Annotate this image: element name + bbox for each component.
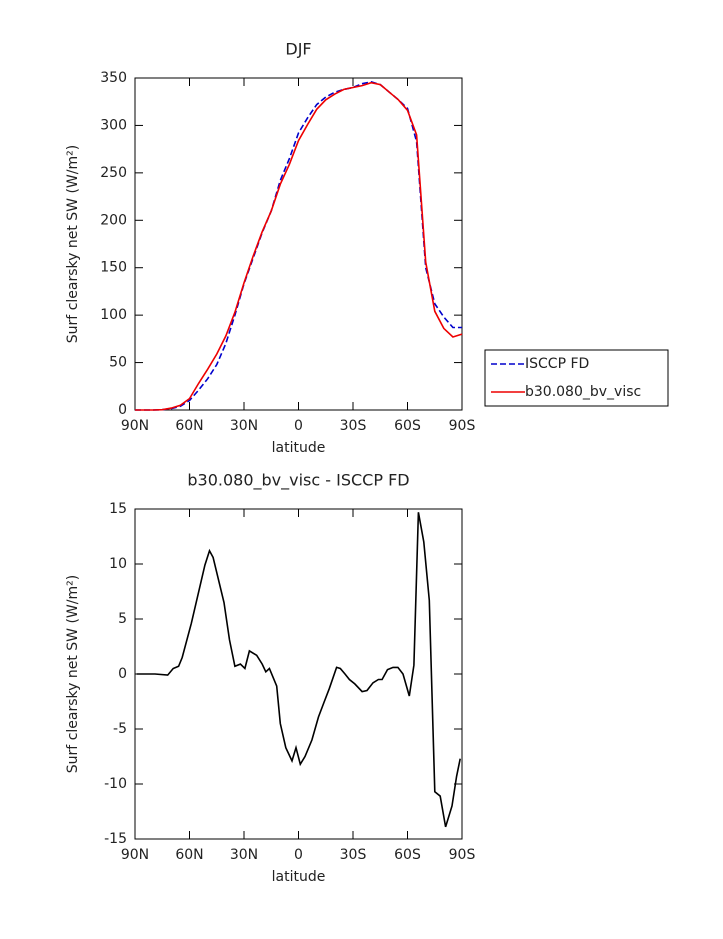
x-axis-label: latitude (272, 440, 326, 456)
data-line (135, 80, 462, 411)
x-tick-label: 90N (121, 847, 149, 863)
y-tick-label: 0 (118, 402, 127, 418)
y-axis-label: Surf clearsky net SW (W/m²) (65, 575, 81, 773)
y-tick-label: 350 (100, 70, 127, 86)
plot-frame (134, 77, 463, 411)
y-tick-label: 250 (100, 165, 127, 181)
x-tick-label: 30N (230, 418, 258, 434)
y-tick-label: 10 (109, 556, 127, 572)
x-tick-label: 60N (175, 418, 203, 434)
x-tick-label: 0 (294, 847, 303, 863)
y-tick-label: 0 (118, 666, 127, 682)
y-tick-label: 15 (109, 501, 127, 517)
x-tick-label: 60S (394, 418, 421, 434)
y-tick-label: 100 (100, 307, 127, 323)
legend-label: ISCCP FD (525, 356, 589, 372)
x-tick-label: 30S (340, 418, 367, 434)
x-axis-label: latitude (272, 869, 326, 885)
plot-frame (134, 508, 463, 840)
legend-box (484, 349, 669, 407)
data-line (135, 81, 463, 411)
y-tick-label: 5 (118, 611, 127, 627)
x-tick-label: 0 (294, 418, 303, 434)
x-tick-label: 30S (340, 847, 367, 863)
x-tick-label: 30N (230, 847, 258, 863)
y-tick-label: 200 (100, 212, 127, 228)
y-tick-label: 300 (100, 117, 127, 133)
y-tick-label: -5 (113, 721, 127, 737)
y-tick-label: -15 (104, 831, 127, 847)
chart-title: DJF (285, 40, 311, 59)
legend-label: b30.080_bv_visc (525, 384, 641, 400)
chart-title: b30.080_bv_visc - ISCCP FD (187, 471, 409, 491)
y-axis-label: Surf clearsky net SW (W/m²) (65, 145, 81, 343)
y-tick-label: 150 (100, 260, 127, 276)
x-tick-label: 60S (394, 847, 421, 863)
x-tick-label: 60N (175, 847, 203, 863)
x-tick-label: 90N (121, 418, 149, 434)
x-tick-label: 90S (449, 418, 476, 434)
y-tick-label: -10 (104, 776, 127, 792)
y-tick-label: 50 (109, 355, 127, 371)
x-tick-label: 90S (449, 847, 476, 863)
data-line (136, 512, 461, 828)
